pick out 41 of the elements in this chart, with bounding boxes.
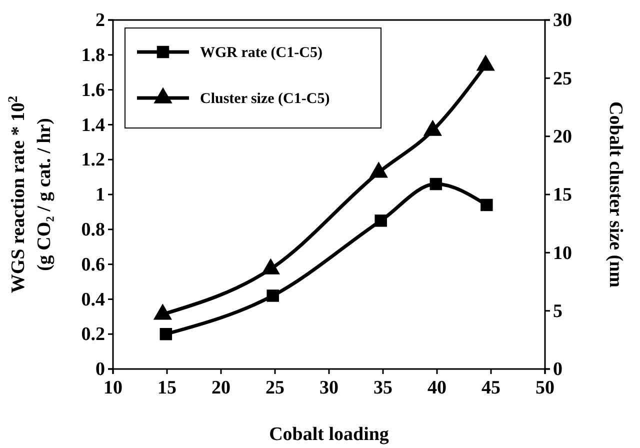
- point: [476, 54, 495, 71]
- point: [266, 290, 279, 302]
- y-tick-label: 0.8: [81, 219, 105, 240]
- y-tick-label: 1.2: [81, 150, 105, 171]
- x-tick-label: 45: [482, 377, 500, 398]
- x-tick-label: 35: [374, 377, 392, 398]
- point: [374, 214, 387, 227]
- legend-label: WGR rate (C1-C5): [200, 45, 322, 61]
- x-tick-label: 50: [536, 377, 554, 398]
- y-tick-label: 0.6: [81, 254, 105, 276]
- y-tick-label: 1: [96, 184, 105, 206]
- y-tick-label: 1.4: [81, 114, 106, 136]
- y2-tick-label: 15: [553, 184, 572, 206]
- x-tick-label: 25: [266, 377, 284, 398]
- legend-label: Cluster size (C1-C5): [200, 91, 330, 107]
- x-tick-label: 10: [104, 377, 122, 398]
- y2-axis-title: Cobalt cluster size (nm: [605, 102, 626, 288]
- point: [430, 178, 442, 190]
- x-tick-label: 20: [212, 377, 230, 398]
- y-tick-label: 1.6: [81, 80, 105, 101]
- y2-tick-label: 10: [553, 242, 572, 264]
- point: [153, 304, 172, 320]
- y2-tick-label: 20: [553, 126, 572, 148]
- point: [480, 198, 493, 212]
- y-tick-label: 0.2: [81, 324, 105, 346]
- y2-tick-label: 5: [553, 300, 562, 322]
- y2-tick-label: 25: [553, 68, 572, 90]
- y-tick-label: 2: [96, 10, 105, 32]
- x-axis-title: Cobalt loading: [269, 424, 390, 445]
- x-tick-label: 40: [428, 377, 446, 398]
- y-tick-label: 0: [96, 359, 105, 380]
- y2-tick-label: 0: [553, 359, 562, 380]
- x-tick-label: 15: [158, 377, 176, 398]
- y2-tick-label: 30: [553, 10, 572, 32]
- point: [423, 120, 442, 136]
- point: [369, 162, 388, 178]
- y-tick-label: 1.8: [81, 44, 105, 66]
- point: [160, 328, 172, 340]
- y-tick-label: 0.4: [81, 289, 106, 310]
- point: [261, 258, 280, 274]
- x-tick-label: 30: [320, 377, 338, 398]
